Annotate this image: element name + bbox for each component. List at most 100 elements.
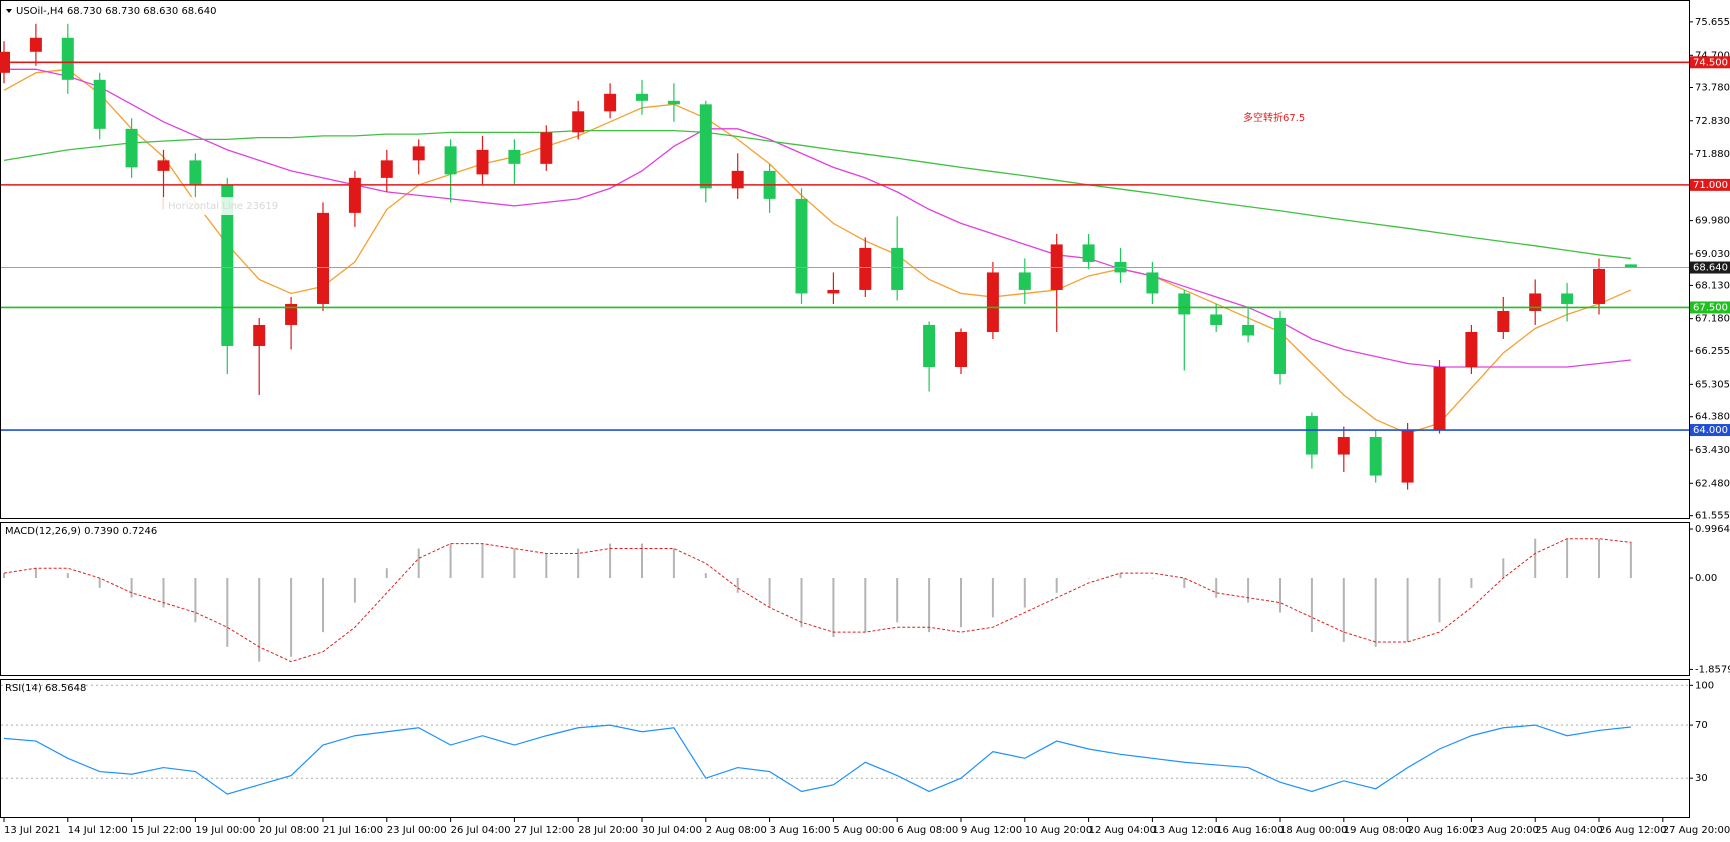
candle-body	[1433, 366, 1446, 431]
macd-bar	[417, 548, 420, 579]
y-tick-label: -1.8579	[1695, 664, 1730, 675]
moving-average	[4, 68, 1631, 368]
macd-bar	[98, 578, 101, 588]
panel-title: RSI(14) 68.5648	[5, 683, 86, 694]
y-tick-label: 30	[1695, 773, 1708, 784]
macd-bar	[768, 578, 771, 608]
candle-body	[317, 212, 329, 304]
chart-title: USOil-,H4 68.730 68.730 68.630 68.640	[16, 6, 216, 17]
candle-body	[221, 184, 234, 346]
candle-body	[986, 272, 999, 332]
macd-bar	[1151, 578, 1154, 579]
macd-bar	[736, 578, 739, 593]
candle-body	[1146, 272, 1159, 294]
macd-panel	[0, 522, 1690, 676]
candle-body	[380, 160, 393, 178]
candle-body	[348, 177, 361, 213]
macd-bar	[1055, 578, 1058, 593]
x-tick-label: 23 Jul 00:00	[387, 825, 447, 836]
macd-bar	[832, 578, 835, 638]
x-tick-label: 10 Aug 20:00	[1025, 825, 1092, 836]
macd-bar	[609, 543, 612, 579]
y-tick-label: 69.980	[1695, 216, 1730, 227]
macd-bar	[1087, 578, 1090, 579]
candle-body	[795, 198, 808, 294]
y-tick-label: 0.9964	[1695, 524, 1730, 535]
price-label: 71.000	[1693, 180, 1728, 191]
x-tick-label: 14 Jul 12:00	[68, 825, 128, 836]
macd-bar	[1119, 573, 1122, 579]
price-label: 74.500	[1693, 57, 1728, 68]
macd-bar	[800, 578, 803, 628]
macd-bar	[1023, 578, 1026, 608]
price-label-box	[1690, 301, 1730, 314]
y-tick-label: 74.700	[1695, 50, 1730, 61]
y-tick-label: 66.255	[1695, 346, 1730, 357]
moving-average	[3, 68, 1632, 435]
macd-bar	[672, 548, 675, 579]
candle-body	[508, 149, 521, 164]
y-tick-label: 64.380	[1695, 412, 1730, 423]
macd-bar	[1534, 538, 1537, 579]
y-tick-label: 75.655	[1695, 17, 1730, 28]
macd-bar	[864, 578, 867, 633]
macd-bar	[1215, 578, 1218, 598]
signal-line	[3, 538, 1631, 663]
candle-body	[667, 100, 680, 105]
x-tick-label: 19 Aug 08:00	[1344, 825, 1411, 836]
candle-body	[1561, 293, 1574, 304]
candle-body	[1305, 416, 1318, 455]
main-panel	[0, 0, 1690, 519]
price-label: 68.640	[1693, 263, 1728, 274]
y-tick-label: 72.830	[1695, 116, 1730, 127]
y-tick-label: 63.430	[1695, 445, 1730, 456]
macd-bar	[1438, 578, 1441, 623]
macd-bar	[641, 543, 643, 579]
macd-bar	[290, 578, 293, 657]
x-tick-label: 20 Jul 08:00	[259, 825, 319, 836]
macd-bar	[545, 553, 548, 579]
candle-body	[285, 303, 298, 325]
macd-bar	[1183, 578, 1186, 588]
candle-body	[859, 247, 872, 290]
y-tick-label: 68.130	[1695, 280, 1730, 291]
y-tick-label: 65.305	[1695, 379, 1730, 390]
x-tick-label: 6 Aug 08:00	[897, 825, 958, 836]
candle-body	[61, 37, 74, 80]
rsi-panel	[0, 679, 1690, 818]
y-tick-label: 67.180	[1695, 314, 1730, 325]
x-tick-label: 15 Jul 22:00	[132, 825, 192, 836]
note-box	[163, 197, 293, 215]
macd-bar	[991, 578, 994, 618]
price-label-box	[1690, 261, 1730, 274]
x-tick-label: 5 Aug 00:00	[833, 825, 894, 836]
macd-bar	[1470, 578, 1473, 588]
candle-body	[923, 324, 936, 367]
macd-bar	[162, 578, 165, 608]
macd-bar	[704, 573, 707, 579]
macd-bar	[1247, 578, 1250, 603]
x-tick-label: 3 Aug 16:00	[770, 825, 831, 836]
macd-bar	[1502, 558, 1505, 579]
candle-body	[29, 37, 42, 52]
macd-bar	[322, 578, 324, 633]
macd-bar	[577, 548, 580, 579]
macd-bar	[1566, 538, 1569, 579]
x-tick-label: 12 Aug 04:00	[1089, 825, 1156, 836]
candle-body	[1082, 244, 1095, 262]
candle-body	[1529, 293, 1542, 311]
x-tick-label: 13 Jul 2021	[4, 825, 61, 836]
price-label-box	[1690, 178, 1730, 191]
candle-body	[253, 324, 266, 346]
candle-body	[955, 331, 967, 367]
moving-average	[3, 129, 1631, 260]
candle-body	[157, 160, 170, 171]
price-label: 64.000	[1693, 425, 1728, 436]
note: Horizontal Line 23619	[168, 201, 278, 212]
x-tick-label: 30 Jul 04:00	[642, 825, 702, 836]
candle-body	[1018, 272, 1031, 290]
macd-bar	[66, 573, 69, 579]
candle-body	[1593, 268, 1605, 304]
menu-arrow	[6, 9, 12, 13]
